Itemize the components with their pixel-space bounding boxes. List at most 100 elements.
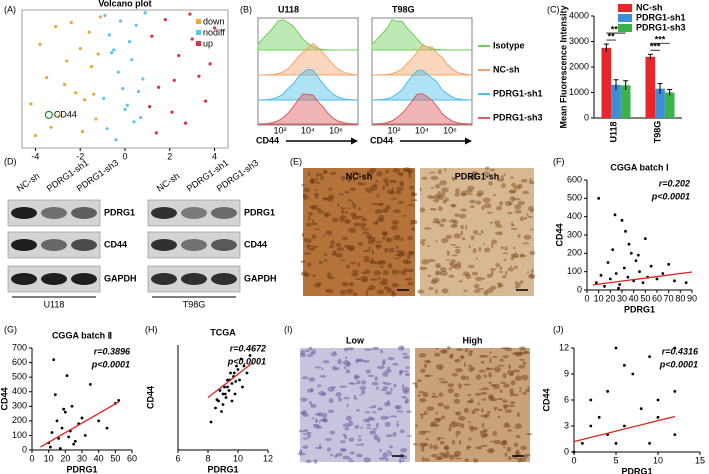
ihc-texture xyxy=(349,282,355,287)
ihc-texture xyxy=(426,406,435,411)
ihc-texture xyxy=(468,425,474,431)
data-point xyxy=(641,281,645,285)
ihc-texture xyxy=(400,238,404,242)
x-tick-label: T98G xyxy=(652,121,662,144)
ihc-texture xyxy=(425,437,429,441)
ihc-texture xyxy=(318,391,326,396)
ihc-texture xyxy=(382,185,385,191)
ihc-texture xyxy=(379,265,384,269)
ihc-texture xyxy=(321,367,324,371)
ihc-texture xyxy=(297,452,306,456)
data-point xyxy=(190,37,194,41)
data-point xyxy=(170,110,174,114)
flow-frame xyxy=(257,17,359,126)
ihc-texture xyxy=(431,196,436,199)
ihc-texture xyxy=(501,183,506,188)
ihc-texture xyxy=(358,435,362,438)
ihc-texture xyxy=(300,260,306,263)
legend-label: up xyxy=(203,38,213,48)
ihc-texture xyxy=(401,271,406,276)
ihc-texture xyxy=(374,261,382,265)
ihc-texture xyxy=(345,369,351,374)
data-point xyxy=(45,76,49,80)
ihc-texture xyxy=(481,422,485,428)
ihc-texture xyxy=(389,415,398,418)
ihc-texture xyxy=(517,200,526,206)
ihc-texture xyxy=(452,177,455,182)
data-point xyxy=(224,396,228,399)
legend-swatch xyxy=(196,30,201,35)
ihc-texture xyxy=(486,211,493,214)
ihc-texture xyxy=(387,366,391,371)
ihc-texture xyxy=(488,371,492,378)
ihc-texture xyxy=(405,366,410,369)
ihc-texture xyxy=(450,243,457,246)
ihc-texture xyxy=(372,221,378,225)
ihc-texture xyxy=(503,446,506,449)
x-tick-label: 20 xyxy=(60,453,70,463)
ihc-texture xyxy=(366,288,370,291)
ihc-texture xyxy=(502,355,509,359)
ihc-texture xyxy=(308,212,313,216)
ihc-texture xyxy=(323,212,331,217)
ihc-texture xyxy=(438,392,444,397)
ihc-texture xyxy=(389,191,395,195)
data-point xyxy=(188,12,192,16)
ihc-texture xyxy=(395,190,402,195)
ihc-texture xyxy=(417,394,421,397)
stat-label: r=0.4316 xyxy=(662,346,699,356)
ihc-texture xyxy=(430,175,439,181)
ihc-texture xyxy=(376,171,383,177)
ihc-texture xyxy=(502,275,507,279)
ihc-texture xyxy=(428,258,436,263)
ihc-texture xyxy=(435,348,439,350)
y-tick-label: 0 xyxy=(22,444,27,454)
ihc-texture xyxy=(464,458,469,462)
ihc-texture xyxy=(460,230,464,236)
data-point xyxy=(634,259,638,263)
ihc-texture xyxy=(325,230,333,236)
ihc-texture xyxy=(356,172,362,176)
legend-label: NC-sh xyxy=(493,64,520,74)
ihc-texture xyxy=(312,274,316,277)
ihc-texture xyxy=(484,203,492,209)
image-label: PDRG1-sh xyxy=(455,171,500,181)
row-label: PDRG1 xyxy=(104,207,135,217)
ihc-texture xyxy=(473,458,479,463)
ihc-texture xyxy=(371,202,379,205)
ihc-texture xyxy=(401,353,408,355)
flow-arrowhead xyxy=(351,137,358,145)
ihc-texture xyxy=(318,420,321,424)
flow-tick-label: 10⁶ xyxy=(443,125,457,135)
flow-histogram xyxy=(371,69,473,101)
cell-label: U118 xyxy=(44,299,65,309)
ihc-texture xyxy=(519,390,522,393)
ihc-texture xyxy=(385,237,393,243)
ihc-texture xyxy=(369,417,376,421)
ihc-texture xyxy=(439,180,448,186)
ihc-texture xyxy=(362,360,370,363)
ihc-texture xyxy=(357,182,360,185)
ihc-texture xyxy=(458,280,463,283)
ihc-texture xyxy=(402,389,410,394)
ihc-texture xyxy=(421,414,424,420)
ihc-texture xyxy=(330,240,336,245)
ihc-texture xyxy=(529,228,534,231)
ihc-texture xyxy=(401,395,407,399)
ihc-texture xyxy=(467,421,472,423)
ihc-texture xyxy=(391,220,399,225)
data-point xyxy=(227,389,231,392)
ihc-texture xyxy=(482,243,485,246)
ihc-texture xyxy=(403,370,409,373)
flow-arrowhead xyxy=(465,137,472,145)
ihc-texture xyxy=(305,238,312,244)
ihc-texture xyxy=(513,265,518,269)
ihc-texture xyxy=(410,251,415,255)
ihc-texture xyxy=(478,388,482,391)
ihc-texture xyxy=(380,283,388,286)
ihc-texture xyxy=(315,446,323,450)
ihc-texture xyxy=(367,374,374,378)
y-tick-label: 100 xyxy=(12,430,27,440)
ihc-texture xyxy=(314,189,318,191)
ihc-texture xyxy=(348,460,355,463)
